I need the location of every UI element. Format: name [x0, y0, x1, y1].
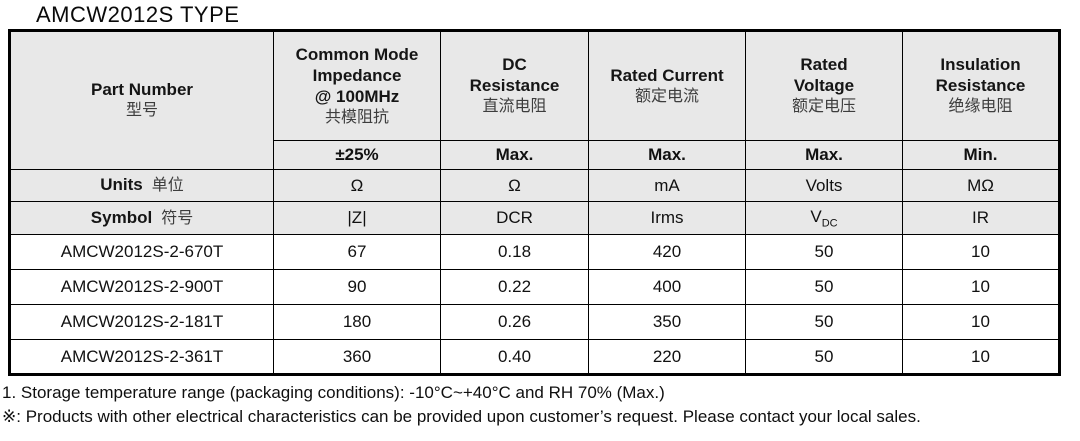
data-row: AMCW2012S-2-361T 360 0.40 220 50 10 — [9, 339, 1060, 375]
current-cell: 400 — [588, 269, 746, 305]
symbol-voltage-main: V — [810, 206, 822, 226]
symbol-row: Symbol 符号 |Z| DCR Irms VDC IR — [9, 201, 1060, 235]
header-en: Voltage — [793, 76, 855, 95]
impedance-cell: 180 — [273, 304, 441, 340]
header-cn: 型号 — [125, 102, 158, 119]
symbol-current: Irms — [588, 201, 746, 235]
header-cn: 直流电阻 — [482, 98, 547, 115]
header-en: Common Mode — [295, 44, 419, 64]
col-header-rated-current: Rated Current 额定电流 — [588, 30, 746, 141]
header-en: Impedance — [312, 65, 402, 85]
data-row: AMCW2012S-2-181T 180 0.26 350 50 10 — [9, 304, 1060, 340]
header-en: DC — [502, 55, 527, 74]
header-cn: 额定电压 — [791, 98, 856, 115]
col-header-part-number: Part Number 型号 — [9, 30, 274, 170]
spec-voltage-limit: Max. — [745, 140, 903, 170]
voltage-cell: 50 — [745, 269, 903, 305]
voltage-cell: 50 — [745, 234, 903, 270]
col-header-impedance: Common Mode Impedance @ 100MHz 共模阻抗 — [273, 30, 441, 141]
impedance-cell: 90 — [273, 269, 441, 305]
header-cn: 绝缘电阻 — [948, 98, 1013, 115]
voltage-cell: 50 — [745, 304, 903, 340]
footnotes: 1. Storage temperature range (packaging … — [2, 381, 1080, 429]
header-en: Rated Current — [610, 65, 724, 85]
dcr-cell: 0.22 — [440, 269, 589, 305]
header-en: Part Number — [90, 80, 194, 99]
spec-row: ±25% Max. Max. Max. Min. — [10, 140, 1060, 170]
header-en: Rated — [800, 55, 848, 74]
dcr-cell: 0.18 — [440, 234, 589, 270]
units-label-en: Units — [100, 175, 143, 194]
header-en: Resistance — [469, 76, 560, 95]
col-header-rated-voltage: Rated Voltage 额定电压 — [745, 30, 903, 141]
symbol-ir: IR — [902, 201, 1060, 235]
unit-ir: MΩ — [902, 169, 1060, 202]
symbol-row-label: Symbol 符号 — [9, 201, 274, 235]
symbol-label-en: Symbol — [90, 207, 153, 227]
symbol-label-cn: 符号 — [161, 209, 194, 227]
note-custom-request: ※: Products with other electrical charac… — [2, 407, 921, 426]
voltage-cell: 50 — [745, 339, 903, 375]
part-number-cell: AMCW2012S-2-900T — [9, 269, 274, 305]
symbol-dcr: DCR — [440, 201, 589, 235]
ir-cell: 10 — [902, 269, 1060, 305]
spec-current-limit: Max. — [588, 140, 746, 170]
data-row: AMCW2012S-2-670T 67 0.18 420 50 10 — [9, 234, 1060, 270]
symbol-voltage: VDC — [745, 201, 903, 235]
units-row: Units 单位 Ω Ω mA Volts MΩ — [9, 169, 1060, 202]
ir-cell: 10 — [902, 234, 1060, 270]
spec-impedance-tolerance: ±25% — [273, 140, 441, 170]
current-cell: 220 — [588, 339, 746, 375]
data-row: AMCW2012S-2-900T 90 0.22 400 50 10 — [9, 269, 1060, 305]
ir-cell: 10 — [902, 339, 1060, 375]
header-cn: 额定电流 — [634, 87, 699, 105]
dcr-cell: 0.40 — [440, 339, 589, 375]
symbol-voltage-sub: DC — [821, 217, 838, 230]
spec-ir-limit: Min. — [902, 140, 1060, 170]
note-storage-temperature: 1. Storage temperature range (packaging … — [2, 383, 665, 402]
impedance-cell: 360 — [273, 339, 441, 375]
col-header-insulation-resistance: Insulation Resistance 绝缘电阻 — [902, 30, 1060, 141]
header-en: Insulation — [940, 55, 1021, 74]
col-header-dc-resistance: DC Resistance 直流电阻 — [440, 30, 589, 141]
ir-cell: 10 — [902, 304, 1060, 340]
units-row-label: Units 单位 — [9, 169, 274, 202]
spec-dcr-limit: Max. — [440, 140, 589, 170]
current-cell: 420 — [588, 234, 746, 270]
part-number-cell: AMCW2012S-2-361T — [9, 339, 274, 375]
current-cell: 350 — [588, 304, 746, 340]
header-en: Resistance — [935, 76, 1026, 95]
spec-table: Part Number 型号 Common Mode Impedance @ 1… — [8, 29, 1061, 376]
unit-current: mA — [588, 169, 746, 202]
unit-voltage: Volts — [745, 169, 903, 202]
header-en: @ 100MHz — [314, 86, 400, 106]
unit-dcr: Ω — [440, 169, 589, 202]
page-title: AMCW2012S TYPE — [36, 2, 240, 27]
dcr-cell: 0.26 — [440, 304, 589, 340]
symbol-impedance: |Z| — [273, 201, 441, 235]
units-label-cn: 单位 — [151, 177, 184, 194]
unit-impedance: Ω — [273, 169, 441, 202]
header-row: Part Number 型号 Common Mode Impedance @ 1… — [9, 30, 1060, 170]
part-number-cell: AMCW2012S-2-670T — [9, 234, 274, 270]
header-cn: 共模阻抗 — [324, 108, 389, 126]
impedance-cell: 67 — [273, 234, 441, 270]
part-number-cell: AMCW2012S-2-181T — [9, 304, 274, 340]
